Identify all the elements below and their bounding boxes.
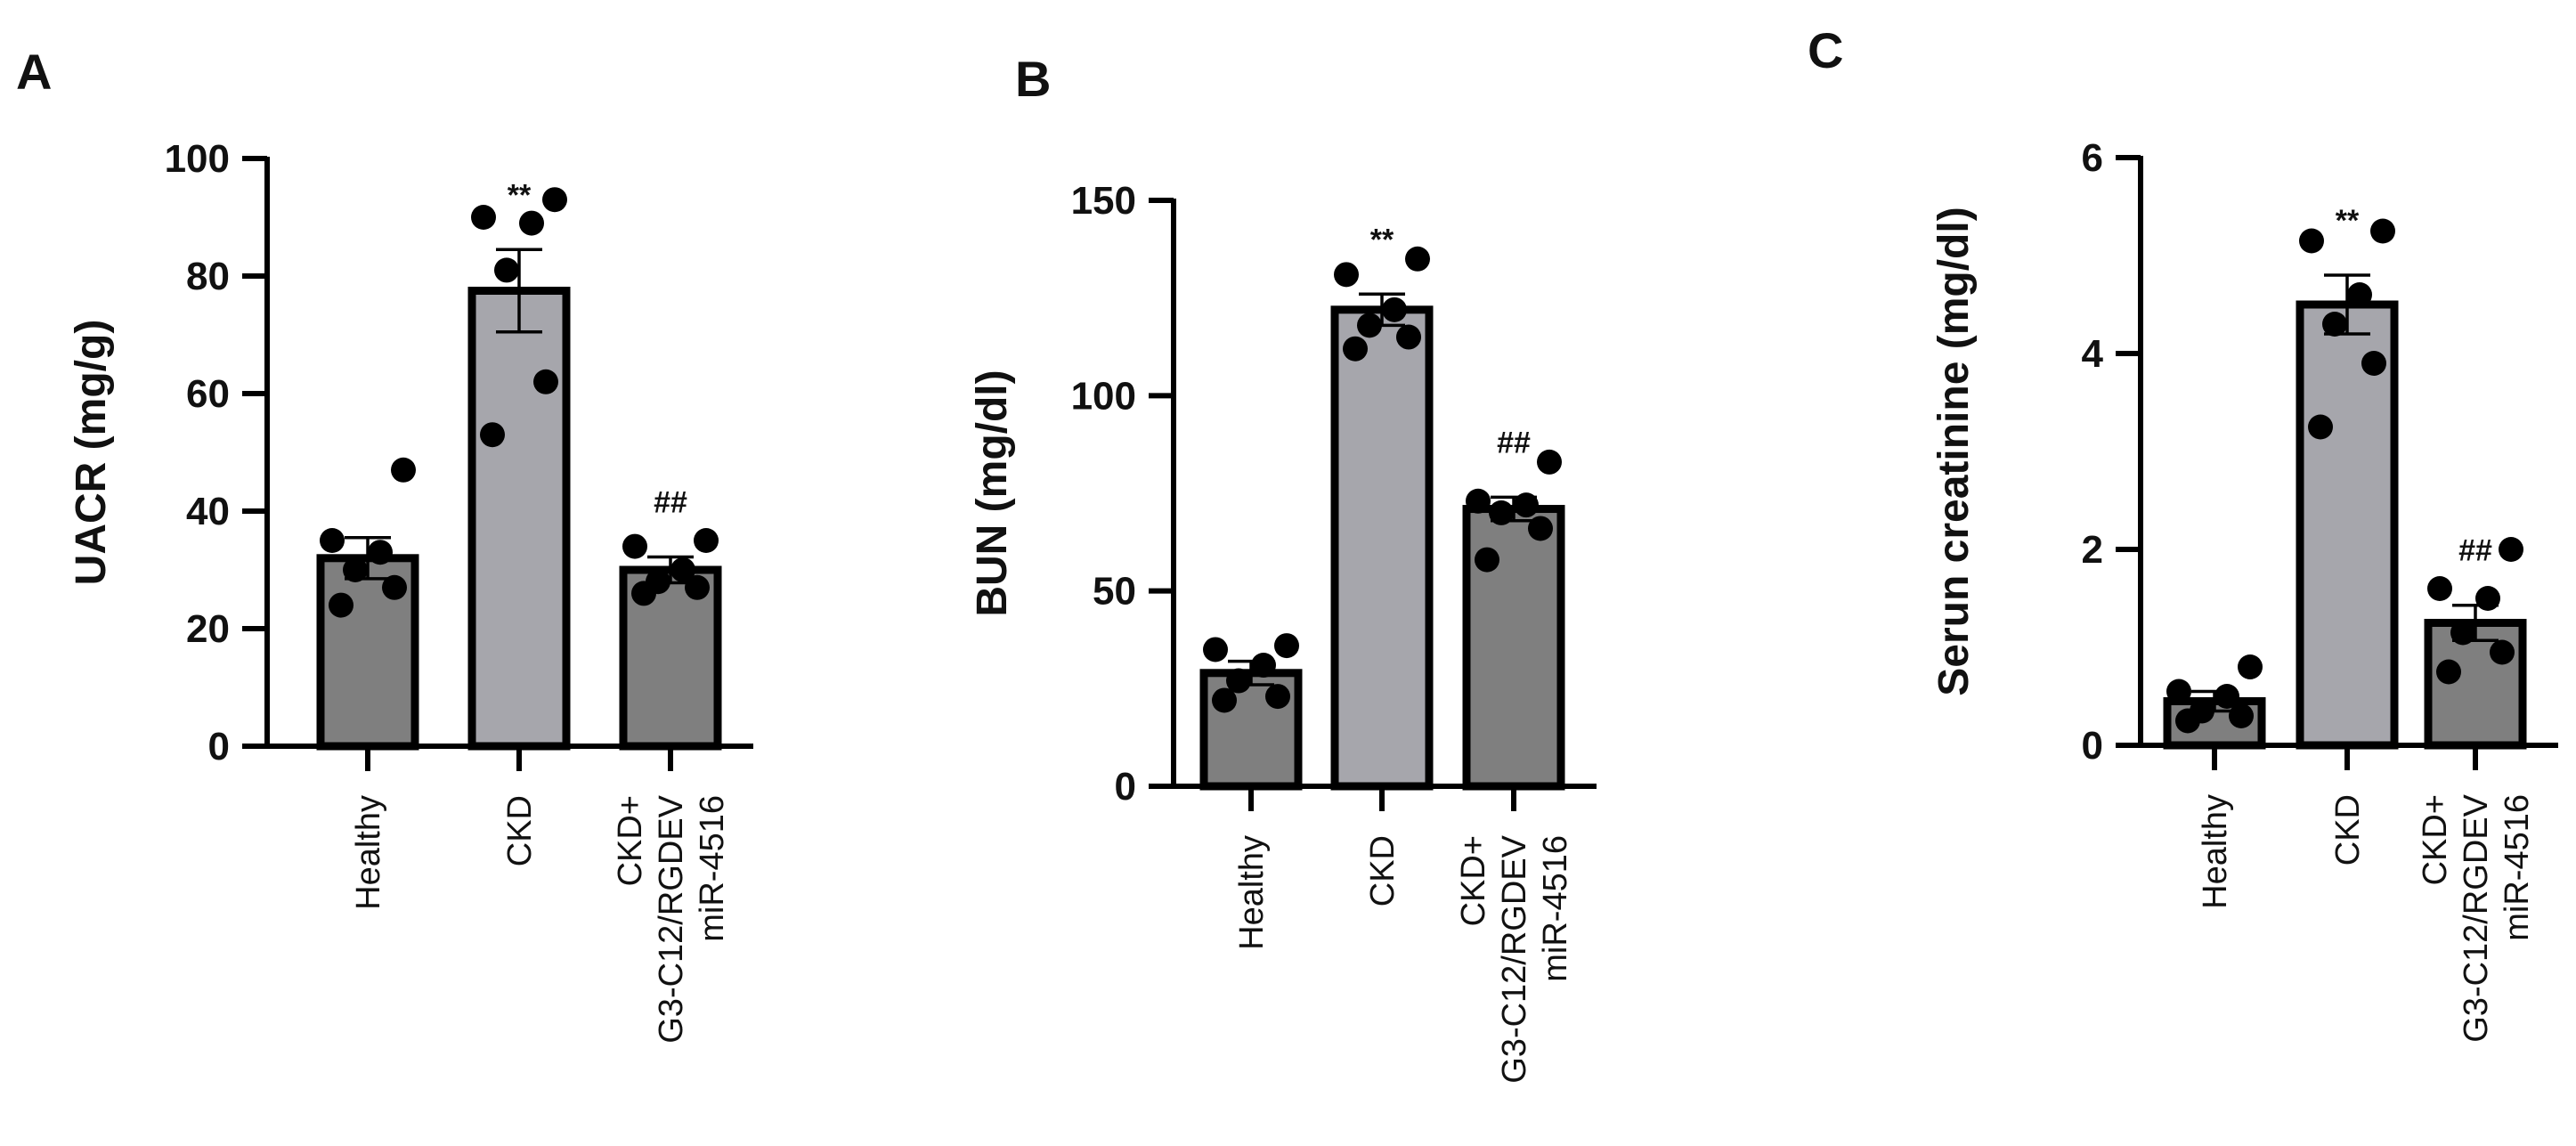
- data-point: [1382, 297, 1407, 322]
- y-tick-label: 4: [2082, 332, 2104, 376]
- x-category-label: G3-C12/RGDEV: [653, 794, 690, 1043]
- data-point: [320, 528, 345, 553]
- data-point: [2214, 684, 2239, 709]
- x-category-label: CKD+: [1455, 835, 1492, 926]
- significance-label: **: [2336, 204, 2360, 238]
- y-tick-label: 0: [208, 725, 230, 768]
- y-tick-label: 20: [186, 607, 230, 651]
- data-point: [1343, 336, 1368, 362]
- x-category-label: Healthy: [1233, 835, 1271, 950]
- data-point: [2370, 218, 2395, 244]
- data-point: [1396, 324, 1421, 350]
- data-point: [368, 540, 393, 565]
- y-tick-label: 100: [1071, 374, 1136, 418]
- data-point: [533, 369, 558, 394]
- y-tick-label: 50: [1093, 570, 1136, 614]
- y-tick-label: 0: [2082, 724, 2103, 768]
- data-point: [1203, 637, 1228, 662]
- data-point: [382, 574, 407, 600]
- data-point: [685, 574, 710, 600]
- y-axis-label: Serun creatinine (mg/dl): [1930, 207, 1978, 695]
- panel-c: C Serun creatinine (mg/dl) 0 2 4 6 Healthy ** CK…: [1808, 22, 2558, 1043]
- y-axis-label: UACR (mg/g): [68, 320, 115, 586]
- x-category-label: CKD: [501, 795, 539, 866]
- data-point: [343, 557, 368, 582]
- data-point: [1251, 653, 1276, 679]
- data-point: [2238, 654, 2263, 679]
- significance-label: **: [508, 178, 532, 212]
- bar: [467, 287, 571, 751]
- data-point: [2427, 576, 2452, 601]
- data-point: [1475, 547, 1499, 573]
- x-category-label: G3-C12/RGDEV: [1496, 834, 1533, 1083]
- significance-label: ##: [654, 485, 687, 519]
- significance-label: ##: [2458, 534, 2492, 568]
- panel-letter: C: [1808, 22, 1843, 78]
- data-point: [1528, 516, 1553, 541]
- data-point: [1514, 492, 1539, 518]
- data-point: [329, 592, 353, 618]
- x-category-label: Healthy: [2197, 794, 2234, 909]
- x-category-label: CKD: [1364, 835, 1402, 906]
- x-category-label: miR-4516: [694, 795, 731, 942]
- data-point: [2361, 351, 2386, 376]
- panel-letter: A: [16, 44, 52, 100]
- data-point: [1274, 633, 1299, 659]
- data-point: [494, 257, 519, 283]
- data-point: [622, 533, 647, 559]
- data-point: [519, 210, 544, 236]
- data-point: [391, 457, 416, 483]
- y-tick-label: 0: [1115, 765, 1136, 809]
- data-point: [1466, 488, 1491, 514]
- data-point: [2166, 679, 2191, 704]
- x-category-label: CKD: [2329, 794, 2367, 866]
- y-tick-label: 40: [186, 490, 230, 533]
- x-category-label: Healthy: [350, 795, 387, 910]
- data-point: [1226, 668, 1251, 694]
- data-point: [1537, 449, 1562, 475]
- panel-a: A UACR (mg/g) 0 20 40 60 80 100 Healthy ** CKD ## CK…: [16, 44, 753, 1044]
- y-tick-label: 150: [1071, 179, 1136, 223]
- data-point: [2299, 228, 2324, 254]
- data-point: [2322, 312, 2347, 337]
- significance-label: **: [1370, 223, 1394, 256]
- data-point: [670, 557, 695, 582]
- data-point: [2490, 639, 2515, 665]
- data-point: [1357, 313, 1382, 338]
- data-point: [2229, 703, 2254, 728]
- panel-b: B BUN (mg/dl) 0 50 100 150 Healthy ** CKD ## CKD+ G…: [969, 51, 1597, 1084]
- x-category-label: G3-C12/RGDEV: [2458, 793, 2495, 1042]
- x-category-label: miR-4516: [2499, 794, 2536, 941]
- data-point: [2436, 659, 2461, 685]
- data-point: [542, 187, 567, 213]
- data-point: [1212, 687, 1237, 713]
- data-point: [1489, 500, 1514, 525]
- data-point: [2499, 537, 2523, 562]
- data-point: [2450, 620, 2475, 646]
- data-point: [2190, 698, 2214, 724]
- y-tick-label: 2: [2082, 528, 2103, 572]
- x-category-label: CKD+: [612, 795, 649, 886]
- bar: [1330, 305, 1434, 791]
- data-point: [471, 205, 496, 230]
- y-axis-label: BUN (mg/dl): [969, 370, 1016, 616]
- data-point: [646, 569, 670, 595]
- panel-letter: B: [1015, 51, 1051, 107]
- y-tick-label: 100: [165, 137, 230, 181]
- data-point: [2308, 414, 2333, 440]
- x-category-label: miR-4516: [1537, 835, 1574, 982]
- y-tick-label: 80: [186, 255, 230, 298]
- data-point: [1334, 262, 1359, 288]
- significance-label: ##: [1497, 426, 1531, 459]
- x-category-label: CKD+: [2417, 794, 2454, 885]
- data-point: [480, 422, 505, 448]
- data-point: [694, 528, 719, 553]
- y-tick-label: 6: [2082, 136, 2103, 180]
- data-point: [2347, 282, 2372, 307]
- y-tick-label: 60: [186, 372, 230, 416]
- data-point: [1265, 684, 1290, 710]
- data-point: [1405, 246, 1430, 272]
- data-point: [2475, 586, 2500, 611]
